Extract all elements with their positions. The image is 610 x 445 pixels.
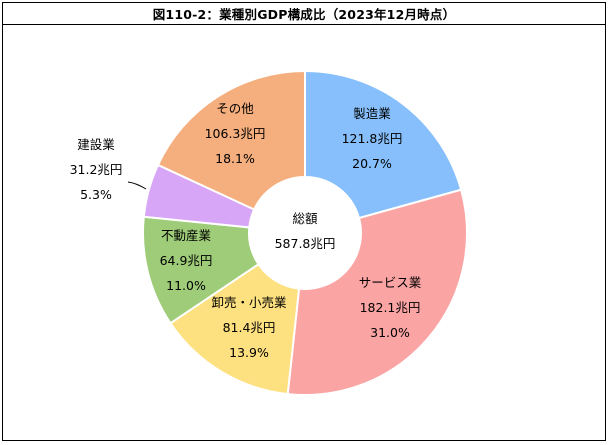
slice-manufacturing-value-label: 121.8兆円 (342, 131, 403, 146)
center-total-value: 587.8兆円 (275, 236, 336, 251)
slice-services-name-label: サービス業 (359, 275, 422, 290)
slice-wholesale-retail-name-label: 卸売・小売業 (211, 295, 287, 310)
slice-manufacturing-percent-label: 20.7% (352, 156, 392, 171)
donut-hole (250, 178, 360, 288)
slice-services (286, 188, 468, 396)
slice-wholesale-retail-percent-label: 13.9% (229, 345, 269, 360)
slice-services-value-label: 182.1兆円 (360, 300, 421, 315)
slice-real-estate-percent-label: 11.0% (166, 278, 206, 293)
slice-construction-percent-label: 5.3% (80, 187, 112, 202)
slice-wholesale-retail (169, 262, 301, 396)
slice-other-name-label: その他 (216, 101, 254, 116)
center-total-label: 総額 (292, 211, 318, 226)
slice-other (156, 69, 306, 211)
slice-real-estate-name-label: 不動産業 (161, 228, 212, 243)
slice-construction-name-label: 建設業 (77, 137, 115, 152)
slice-wholesale-retail-value-label: 81.4兆円 (223, 320, 276, 335)
construction-leader-line (127, 181, 147, 190)
slice-other-value-label: 106.3兆円 (205, 126, 266, 141)
slice-manufacturing (304, 69, 463, 220)
slice-services-percent-label: 31.0% (370, 325, 410, 340)
slice-real-estate-value-label: 64.9兆円 (160, 253, 213, 268)
slice-construction-value-label: 31.2兆円 (70, 162, 123, 177)
chart-title: 図110-2：業種別GDP構成比（2023年12月時点） (3, 3, 605, 25)
slice-manufacturing-name-label: 製造業 (353, 106, 391, 121)
slice-other-percent-label: 18.1% (215, 151, 255, 166)
